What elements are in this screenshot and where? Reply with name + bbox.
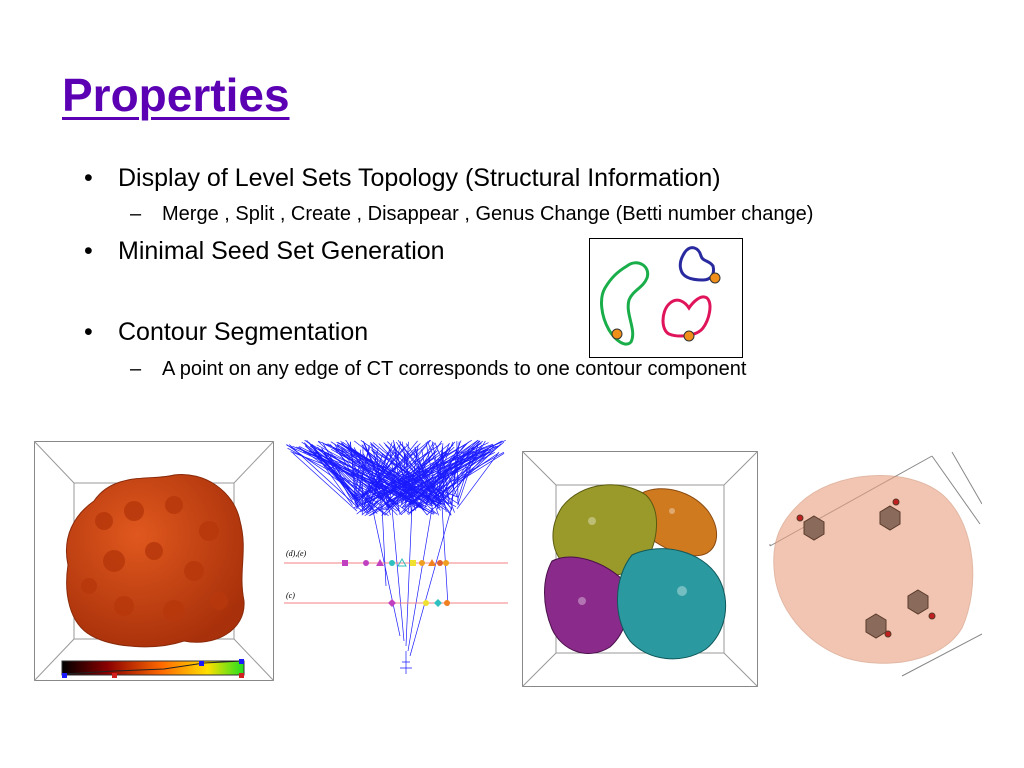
transfer-function-bar <box>61 659 245 678</box>
tree-edge <box>456 441 459 504</box>
tree-edge <box>362 445 499 502</box>
tree-edge <box>340 442 442 506</box>
tree-edge <box>370 443 441 501</box>
tree-edge <box>311 444 354 500</box>
tree-edge <box>318 448 408 501</box>
tree-edge <box>425 442 437 497</box>
sub-bullet-text: Merge , Split , Create , Disappear , Gen… <box>162 203 814 225</box>
red-protein-volume-figure <box>34 441 274 681</box>
seed-set-diagram <box>589 238 743 358</box>
tree-edge <box>405 453 413 516</box>
seed-point <box>683 330 695 342</box>
tree-edge <box>456 451 500 510</box>
tree-edge <box>457 445 479 506</box>
tree-edge <box>367 450 447 500</box>
tree-edge <box>326 443 457 508</box>
seed-point <box>709 272 721 284</box>
tree-trunk <box>391 507 405 642</box>
tree-edge <box>331 448 433 507</box>
bullet-text: Minimal Seed Set Generation <box>118 237 445 265</box>
tree-edge <box>401 451 487 509</box>
tree-edge <box>364 448 379 505</box>
tree-edge <box>356 444 370 501</box>
tree-edge <box>292 452 358 512</box>
tree-edge <box>408 453 505 514</box>
level-label-de: (d),(e) <box>286 549 307 558</box>
tree-trunk <box>441 505 449 607</box>
level-label-c: (c) <box>286 591 295 600</box>
tree-edge <box>286 444 389 516</box>
bullet-glyph: • <box>84 164 93 192</box>
teal-segment <box>617 548 727 660</box>
tree-edge <box>432 445 492 504</box>
tree-edge <box>317 446 378 514</box>
tree-edge <box>327 443 425 511</box>
slide-title: Properties <box>62 69 290 121</box>
green-contour <box>600 261 650 346</box>
bullet-list: • Display of Level Sets Topology (Struct… <box>84 164 814 380</box>
tree-edge <box>325 452 355 499</box>
tree-edge <box>441 446 445 506</box>
sub-bullet-glyph: – <box>130 203 142 225</box>
tree-edge <box>314 450 371 510</box>
tree-trunk <box>407 507 433 652</box>
tree-edge <box>361 450 439 516</box>
contour-tree-figure: (d),(e) (c) <box>284 439 508 674</box>
tree-edge <box>286 444 409 501</box>
tree-edge <box>316 444 423 502</box>
magenta-contour <box>661 295 712 338</box>
ligand-molecules <box>796 498 936 639</box>
tree-trunk <box>405 505 413 647</box>
sub-bullet-text: A point on any edge of CT corresponds to… <box>162 358 747 380</box>
tree-edge <box>368 440 418 502</box>
tree-edge <box>369 446 498 516</box>
tree-edge <box>451 440 486 500</box>
bullet-glyph: • <box>84 318 93 346</box>
tree-edge <box>340 440 400 509</box>
tree-edge <box>356 440 506 508</box>
sub-bullet-glyph: – <box>130 358 142 380</box>
tree-trunk <box>371 505 401 637</box>
tree-edge <box>405 443 452 509</box>
seed-point <box>611 328 623 340</box>
tree-edge <box>369 451 388 512</box>
level-markers <box>342 557 450 607</box>
tree-edge <box>401 441 456 508</box>
tree-edge <box>415 449 439 516</box>
tree-edge <box>397 440 452 515</box>
tree-edge <box>320 451 366 497</box>
tree-edge <box>288 444 363 512</box>
tree-edge <box>313 450 353 506</box>
purple-segment <box>544 556 629 654</box>
bullet-glyph: • <box>84 237 93 265</box>
tree-edge <box>363 439 432 512</box>
tree-edge <box>421 449 434 515</box>
tree-edge <box>413 440 479 503</box>
segmented-protein-figure <box>522 451 758 687</box>
bullet-text: Display of Level Sets Topology (Structur… <box>118 164 721 192</box>
tree-edge <box>408 451 477 515</box>
tree-edge <box>360 450 461 513</box>
translucent-protein-figure <box>769 451 982 677</box>
tree-trunk <box>381 505 387 587</box>
tree-edge <box>353 443 466 509</box>
tree-edge <box>400 443 445 500</box>
tree-root <box>400 651 412 674</box>
tree-edge <box>334 443 373 510</box>
tree-edge <box>451 448 457 511</box>
tree-trunk <box>409 505 453 657</box>
tree-edge <box>387 451 436 508</box>
tree-edge <box>383 449 495 511</box>
bullet-text: Contour Segmentation <box>118 318 369 346</box>
